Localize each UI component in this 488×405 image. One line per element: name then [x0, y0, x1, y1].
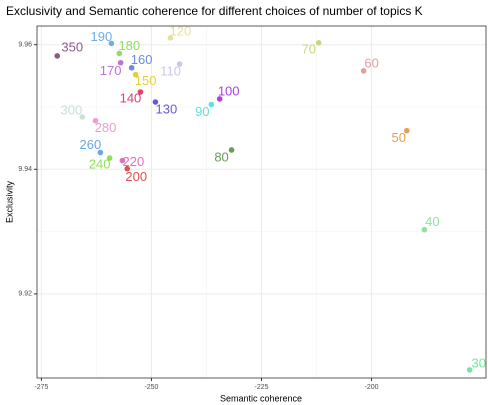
point-label: 140	[120, 90, 142, 105]
point-label: 40	[425, 214, 439, 229]
point-label: 240	[89, 157, 111, 172]
point-label: 280	[95, 120, 117, 135]
point-label: 170	[100, 63, 122, 78]
plot-border	[36, 25, 487, 379]
point	[167, 35, 174, 41]
point	[315, 40, 322, 46]
point	[54, 53, 61, 59]
x-tick-label: -275	[34, 384, 48, 391]
point	[176, 61, 183, 67]
point-label: 180	[118, 38, 140, 53]
point-label: 300	[60, 102, 82, 117]
point	[137, 89, 144, 95]
point-label: 150	[135, 73, 157, 88]
point-label: 350	[61, 39, 83, 54]
y-tick-label: 9.96	[18, 42, 32, 49]
point	[106, 155, 113, 161]
point-label: 190	[91, 29, 113, 44]
point	[117, 59, 124, 66]
point	[97, 149, 104, 156]
point-label: 80	[214, 149, 228, 164]
point-label: 120	[170, 23, 192, 38]
x-axis-label: Semantic coherence	[220, 393, 302, 403]
y-axis-label: Exclusivity	[4, 181, 14, 224]
y-tick-label: 9.94	[18, 166, 32, 173]
point-label: 100	[218, 83, 240, 98]
point	[92, 117, 99, 124]
point-label: 60	[364, 55, 378, 70]
point-label: 130	[156, 101, 178, 116]
point	[119, 157, 126, 164]
point	[208, 101, 215, 108]
point-label: 70	[301, 41, 315, 56]
point-label: 200	[125, 169, 147, 184]
point	[403, 127, 410, 134]
point	[228, 147, 235, 153]
chart-title: Exclusivity and Semantic coherence for d…	[6, 4, 423, 18]
point	[466, 367, 473, 373]
point	[124, 165, 131, 172]
y-tick-label: 9.92	[18, 291, 32, 298]
point	[79, 114, 86, 120]
x-tick-label: -225	[254, 384, 268, 391]
x-tick-label: -200	[365, 384, 379, 391]
point-label: 90	[195, 104, 209, 119]
point-label: 160	[131, 52, 153, 67]
point-label: 30	[471, 355, 485, 370]
point-label: 110	[160, 63, 181, 78]
point	[108, 40, 115, 47]
point-label: 50	[392, 130, 406, 145]
point	[116, 50, 123, 57]
point	[128, 64, 135, 71]
point	[216, 96, 223, 102]
x-tick-label: -250	[144, 384, 158, 391]
point-label: 260	[80, 137, 102, 152]
point	[132, 71, 139, 78]
point	[421, 226, 428, 233]
point-label: 220	[123, 154, 145, 169]
point	[152, 99, 159, 105]
point	[360, 68, 367, 74]
